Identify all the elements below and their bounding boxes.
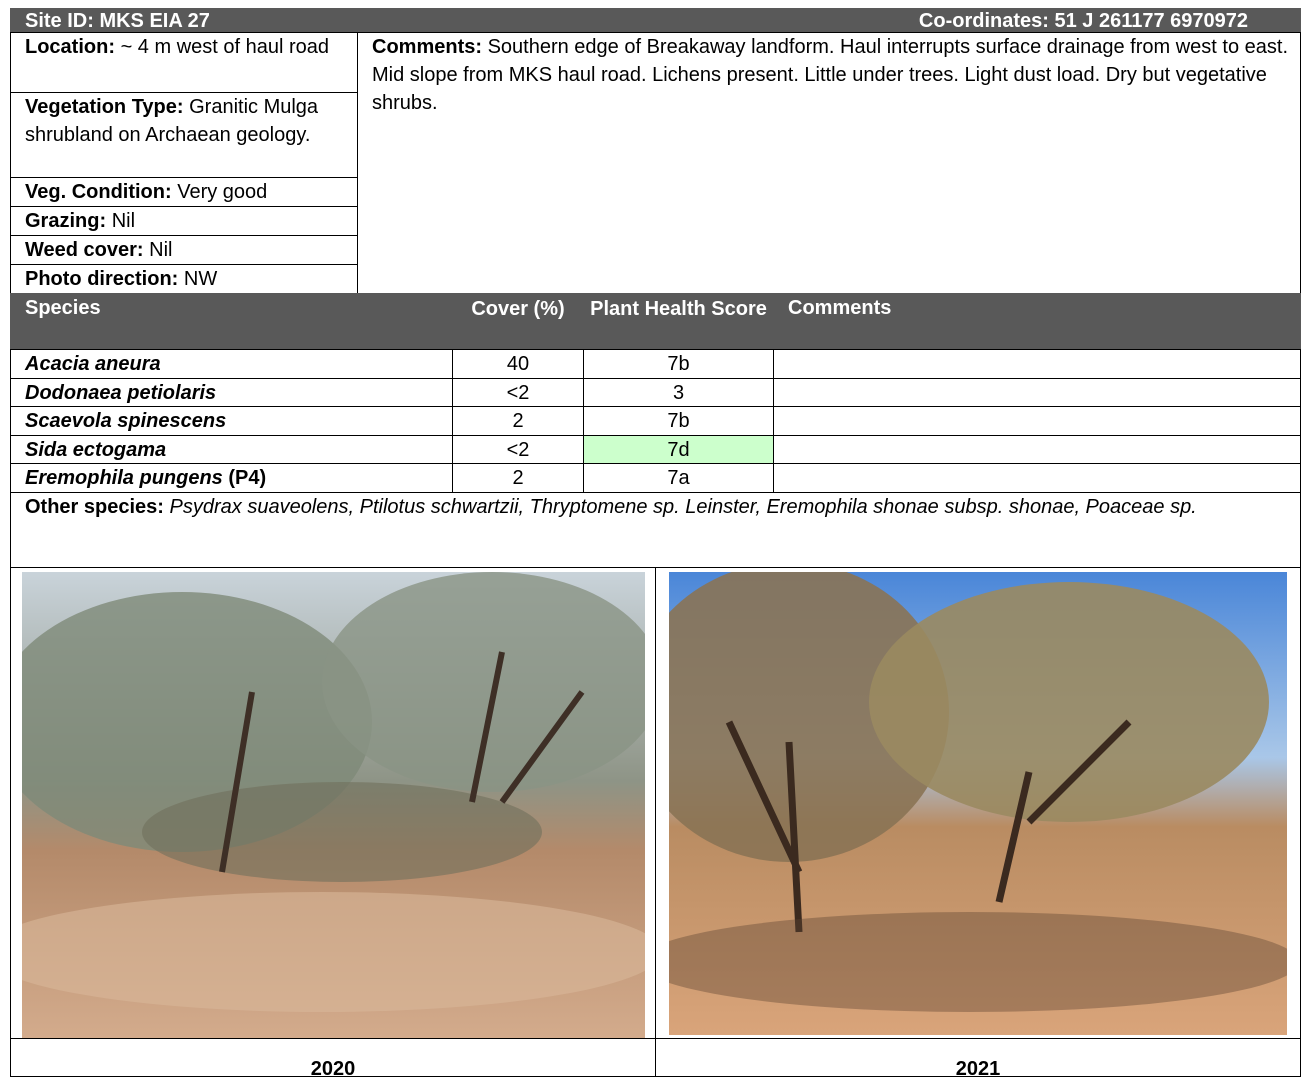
- comment-cell: [773, 406, 1301, 436]
- health-cell: 3: [583, 377, 774, 408]
- value: NW: [183, 268, 218, 290]
- comment-cell: [773, 349, 1301, 379]
- col-header: Cover (%): [452, 293, 584, 350]
- species-name: Eremophila pungens: [25, 467, 223, 490]
- other-species: Other species: Psydrax suaveolens, Ptilo…: [10, 492, 1301, 568]
- label: Photo direction:: [25, 268, 179, 290]
- label: Vegetation Type:: [25, 96, 184, 118]
- value: Granitic Mulga shrubland on Archaean geo…: [25, 96, 319, 146]
- divider: [10, 1038, 1301, 1039]
- cover-cell: <2: [452, 434, 584, 465]
- cover-cell: 2: [452, 463, 584, 493]
- species-cell: Dodonaea petiolaris: [10, 377, 453, 408]
- photo-caption: 2021: [955, 1058, 1001, 1080]
- cover-cell: <2: [452, 377, 584, 408]
- label: Comments:: [372, 36, 483, 58]
- site-info-row: Weed cover: Nil: [10, 235, 358, 265]
- coordinates: Co-ordinates: 51 J 261177 6970972: [918, 10, 1248, 32]
- col-header: Species: [10, 293, 453, 350]
- photo-caption: 2020: [310, 1058, 356, 1080]
- value: Very good: [177, 181, 268, 203]
- species-name: Sida ectogama: [25, 438, 167, 461]
- health-cell: 7d: [583, 434, 774, 465]
- health-cell: 7a: [583, 463, 774, 493]
- species-name: Acacia aneura: [25, 353, 161, 375]
- species-cell: Eremophila pungens (P4): [10, 463, 453, 493]
- header-bar: Site ID: MKS EIA 27 Co-ordinates: 51 J 2…: [10, 8, 1301, 33]
- label: Weed cover:: [25, 239, 144, 261]
- site-info-row: Photo direction: NW: [10, 264, 358, 294]
- label: Location:: [25, 36, 115, 58]
- text: Southern edge of Breakaway landform. Hau…: [372, 36, 1288, 114]
- text: Psydrax suaveolens, Ptilotus schwartzii,…: [169, 496, 1197, 518]
- health-cell: 7b: [583, 349, 774, 379]
- label: Veg. Condition:: [25, 181, 172, 203]
- site-id: Site ID: MKS EIA 27: [25, 10, 210, 32]
- value: ~ 4 m west of haul road: [120, 36, 330, 58]
- comment-cell: [773, 463, 1301, 493]
- value: Nil: [111, 210, 136, 232]
- comment-cell: [773, 434, 1301, 465]
- col-header: Comments: [773, 293, 1301, 350]
- comment-cell: [773, 377, 1301, 408]
- label: Grazing:: [25, 210, 107, 232]
- site-info-row: Vegetation Type: Granitic Mulga shrublan…: [10, 92, 358, 178]
- site-info-row: Location: ~ 4 m west of haul road: [10, 32, 358, 93]
- species-cell: Sida ectogama: [10, 434, 453, 465]
- cover-cell: 2: [452, 406, 584, 436]
- site-comments: Comments: Southern edge of Breakaway lan…: [357, 32, 1301, 294]
- species-name: Scaevola spinescens: [25, 410, 227, 433]
- status: (P4): [228, 467, 267, 490]
- cover-cell: 40: [452, 349, 584, 379]
- site-info-row: Veg. Condition: Very good: [10, 177, 358, 207]
- species-cell: Acacia aneura: [10, 349, 453, 379]
- col-header: Plant Health Score: [583, 293, 774, 350]
- species-cell: Scaevola spinescens: [10, 406, 453, 436]
- photo-2021: [669, 572, 1287, 1035]
- health-cell: 7b: [583, 406, 774, 436]
- photo-2020: [22, 572, 645, 1038]
- value: Nil: [149, 239, 173, 261]
- species-name: Dodonaea petiolaris: [25, 381, 217, 404]
- site-info-row: Grazing: Nil: [10, 206, 358, 236]
- label: Other species:: [25, 496, 164, 518]
